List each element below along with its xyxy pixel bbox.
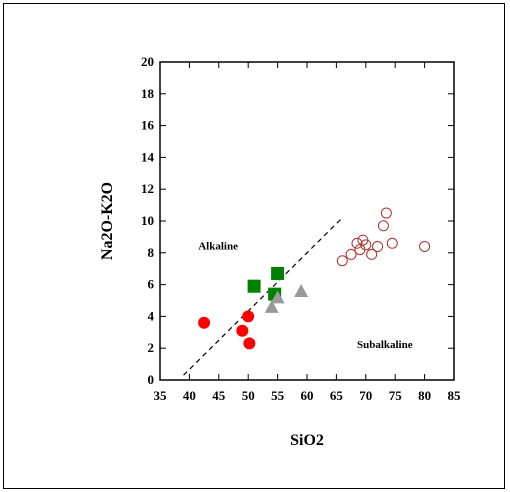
data-point-circle-open [380, 207, 392, 219]
region-label-alkaline: Alkaline [198, 241, 238, 253]
data-point-triangle-filled [294, 283, 309, 297]
x-tick-label: 55 [271, 388, 285, 403]
data-point-square-filled [271, 266, 285, 280]
y-tick-label: 0 [148, 372, 155, 387]
data-point-circle-filled [198, 316, 211, 329]
data-point-circle-open [366, 248, 378, 260]
x-tick-label: 35 [154, 388, 168, 403]
data-point-circle-open [386, 237, 398, 249]
x-tick-label: 40 [183, 388, 196, 403]
y-tick-label: 18 [141, 86, 155, 101]
data-point-circle-open [377, 220, 389, 232]
data-point-triangle-filled [270, 290, 285, 304]
y-tick-label: 12 [141, 181, 154, 196]
x-tick-label: 80 [418, 388, 431, 403]
plot-area [159, 61, 455, 381]
data-point-square-filled [247, 279, 261, 293]
data-point-circle-filled [243, 337, 256, 350]
data-point-circle-open [372, 240, 384, 252]
points-layer [198, 207, 431, 350]
x-tick-label: 70 [359, 388, 372, 403]
tick-layer: 35 40 45 50 55 60 65 70 75 80 85 0 2 4 6 8 10 12 14 16 18 20 [141, 54, 461, 403]
y-axis-title: Na2O-K2O [99, 182, 116, 260]
y-tick-label: 6 [148, 277, 155, 292]
x-tick-label: 65 [330, 388, 344, 403]
x-tick-label: 60 [301, 388, 314, 403]
y-tick-label: 20 [141, 54, 154, 69]
y-tick-label: 4 [148, 308, 155, 323]
x-tick-label: 85 [448, 388, 462, 403]
y-tick-label: 8 [148, 245, 155, 260]
x-tick-label: 75 [389, 388, 403, 403]
y-tick-label: 2 [148, 340, 155, 355]
data-point-circle-open [419, 240, 431, 252]
data-point-circle-filled [242, 310, 255, 323]
data-point-circle-open [336, 255, 348, 267]
data-point-circle-open [345, 248, 357, 260]
data-point-triangle-filled [264, 299, 279, 313]
data-point-circle-open [351, 237, 363, 249]
data-point-circle-open [360, 239, 372, 251]
data-point-circle-filled [236, 324, 249, 337]
alkaline-subalkaline-divider [183, 217, 343, 376]
region-label-subalkaline: Subalkaline [357, 339, 413, 351]
x-tick-label: 50 [242, 388, 255, 403]
figure-frame [3, 3, 505, 489]
x-tick-label: 45 [212, 388, 226, 403]
x-axis-title: SiO2 [290, 432, 324, 449]
y-tick-label: 16 [141, 118, 155, 133]
y-tick-label: 10 [141, 213, 154, 228]
y-tick-label: 14 [141, 149, 155, 164]
